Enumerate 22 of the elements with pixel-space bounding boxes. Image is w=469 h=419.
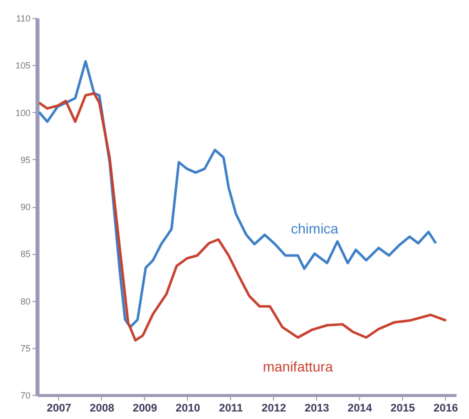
x-tick-label: 2011 xyxy=(218,402,243,414)
line-series xyxy=(38,92,448,342)
x-tick-label: 2009 xyxy=(132,402,158,414)
x-tick-label: 2007 xyxy=(46,402,72,414)
y-tick-label: 100 xyxy=(15,108,30,118)
y-tick-label: 70 xyxy=(20,390,30,400)
y-tick-label: 85 xyxy=(20,249,30,260)
y-tick-label: 90 xyxy=(20,202,30,212)
x-tick-label: 2008 xyxy=(90,402,114,414)
x-tick-label: 2012 xyxy=(262,402,286,414)
text: manifattura xyxy=(262,358,334,375)
x-tick-label: 2010 xyxy=(176,402,200,414)
y-tick-label: 110 xyxy=(16,14,30,24)
x-tick-label: 2015 xyxy=(390,402,416,414)
x-tick-label: 2013 xyxy=(304,402,330,414)
y-tick-label: 95 xyxy=(20,154,30,165)
series-label: chimica xyxy=(290,220,339,237)
x-tick-label: 2016 xyxy=(434,402,458,414)
y-tick-label: 105 xyxy=(15,60,30,71)
y-tick-label: 80 xyxy=(20,296,30,306)
y-tick-label: 75 xyxy=(20,343,30,354)
x-tick-label: 2014 xyxy=(348,402,373,414)
